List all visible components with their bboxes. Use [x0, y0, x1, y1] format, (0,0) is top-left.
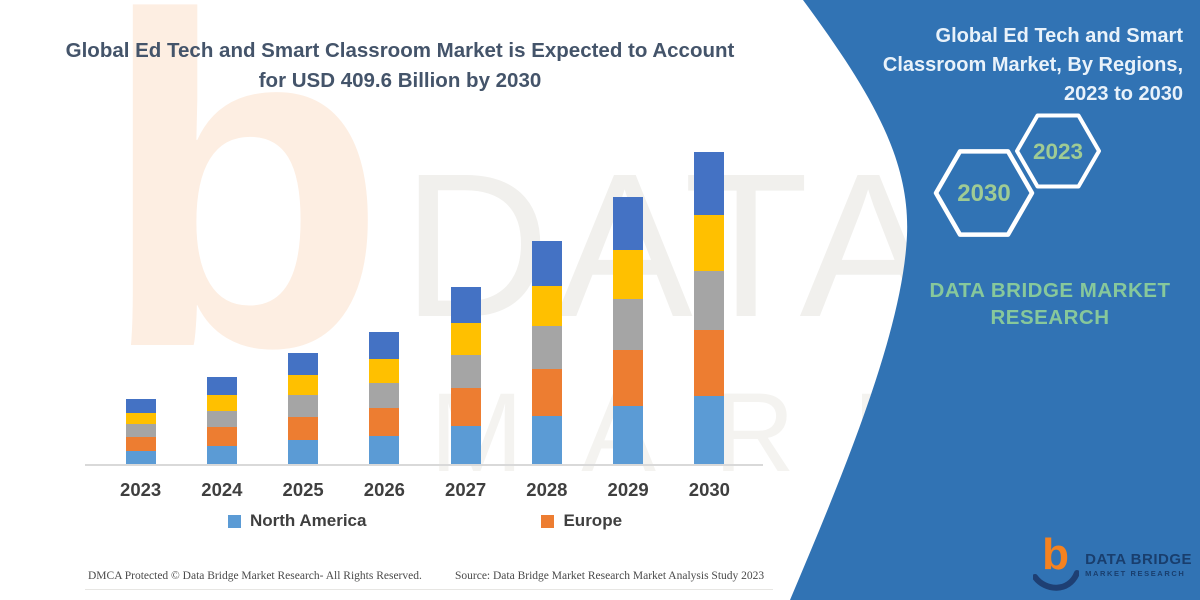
bar-segment-2026-unlabeled-region-yellow	[369, 358, 400, 383]
bar-segment-2024-north-america	[206, 445, 237, 465]
stacked-bar-2024	[206, 377, 237, 465]
bar-segment-2024-unlabeled-region-darkblue	[206, 377, 237, 395]
x-axis-line	[85, 464, 763, 466]
bar-segment-2025-north-america	[288, 440, 319, 465]
page-title: Global Ed Tech and Smart Classroom Marke…	[60, 36, 740, 96]
legend-item-europe: Europe	[541, 511, 622, 531]
bar-segment-2030-europe	[694, 330, 725, 397]
stacked-bar-2028	[531, 241, 562, 465]
stacked-bar-2026	[369, 332, 400, 465]
bar-column-2030	[669, 125, 750, 465]
x-axis-label-2029: 2029	[607, 479, 649, 500]
bar-segment-2029-unlabeled-region-gray	[613, 298, 644, 350]
bar-column-2027	[425, 125, 506, 465]
stacked-bar-2029	[613, 196, 644, 465]
bar-segment-2030-unlabeled-region-yellow	[694, 214, 725, 271]
bar-segment-2028-unlabeled-region-gray	[531, 326, 562, 369]
bar-segment-2028-north-america	[531, 415, 562, 465]
bar-column-2026	[344, 125, 425, 465]
bar-segment-2024-unlabeled-region-yellow	[206, 394, 237, 411]
bar-segment-2024-europe	[206, 427, 237, 446]
bar-column-2029	[588, 125, 669, 465]
bar-column-2024	[181, 125, 262, 465]
x-axis-label-2028: 2028	[526, 479, 568, 500]
bar-segment-2023-north-america	[125, 450, 156, 465]
bar-segment-2029-unlabeled-region-darkblue	[613, 196, 644, 251]
bar-segment-2026-unlabeled-region-darkblue	[369, 332, 400, 359]
bar-segment-2024-unlabeled-region-gray	[206, 410, 237, 428]
bar-segment-2026-north-america	[369, 435, 400, 465]
page-title-line2: for USD 409.6 Billion by 2030	[258, 69, 542, 92]
bar-segment-2027-europe	[450, 388, 481, 426]
x-axis-labels: 2023 2024 2025 2026 2027 2028 2029 2030	[100, 479, 750, 501]
x-axis-label-2023: 2023	[120, 479, 162, 500]
legend-label: Europe	[563, 511, 623, 530]
footer-divider	[85, 589, 773, 590]
stacked-bar-2030	[694, 152, 725, 465]
stacked-bar-chart	[100, 125, 750, 465]
bar-segment-2023-europe	[125, 436, 156, 451]
bar-segment-2028-europe	[531, 368, 562, 416]
bar-column-2023	[100, 125, 181, 465]
stacked-bar-2027	[450, 286, 481, 465]
panel-heading-line2: Classroom Market, By Regions,	[882, 54, 1183, 76]
bar-segment-2023-unlabeled-region-yellow	[125, 412, 156, 425]
bar-column-2028	[506, 125, 587, 465]
bar-segment-2027-unlabeled-region-gray	[450, 354, 481, 389]
page-title-line1: Global Ed Tech and Smart Classroom Marke…	[65, 39, 735, 62]
bar-segment-2027-unlabeled-region-yellow	[450, 322, 481, 355]
footer-dmca-text: DMCA Protected © Data Bridge Market Rese…	[88, 570, 422, 582]
bar-segment-2030-north-america	[694, 396, 725, 465]
panel-heading: Global Ed Tech and Smart Classroom Marke…	[813, 22, 1183, 109]
bar-segment-2025-unlabeled-region-yellow	[288, 375, 319, 396]
x-axis-label-2025: 2025	[282, 479, 324, 500]
x-axis-label-2030: 2030	[688, 479, 730, 500]
company-logo-text: DATA BRIDGE MARKET RESEARCH	[1085, 550, 1192, 579]
bar-column-2025	[263, 125, 344, 465]
bar-segment-2025-unlabeled-region-darkblue	[288, 352, 319, 376]
x-axis-label-2027: 2027	[445, 479, 487, 500]
legend-swatch-icon	[227, 514, 241, 528]
legend-item-north-america: North America	[227, 511, 367, 531]
bar-segment-2023-unlabeled-region-gray	[125, 424, 156, 437]
panel-heading-line1: Global Ed Tech and Smart	[935, 25, 1183, 47]
panel-heading-line3: 2023 to 2030	[1064, 83, 1183, 105]
bar-segment-2023-unlabeled-region-darkblue	[125, 399, 156, 413]
bar-segment-2026-europe	[369, 407, 400, 436]
bar-segment-2027-unlabeled-region-darkblue	[450, 286, 481, 323]
bar-segment-2028-unlabeled-region-darkblue	[531, 241, 562, 286]
bar-segment-2027-north-america	[450, 425, 481, 465]
company-logo: b DATA BRIDGE MARKET RESEARCH	[1032, 530, 1192, 591]
logo-subtitle: MARKET RESEARCH	[1085, 569, 1186, 579]
x-axis-label-2024: 2024	[201, 479, 243, 500]
legend-label: North America	[249, 511, 367, 530]
bar-segment-2029-unlabeled-region-yellow	[613, 250, 644, 299]
bar-segment-2025-unlabeled-region-gray	[288, 395, 319, 417]
stacked-bar-2025	[288, 352, 319, 465]
chart-legend: North America Europe	[85, 511, 765, 531]
brand-wordmark-line2: RESEARCH	[990, 306, 1110, 329]
footer-source-text: Source: Data Bridge Market Research Mark…	[455, 570, 765, 582]
stacked-bar-2023	[125, 399, 156, 465]
logo-b-glyph: b	[1042, 530, 1069, 579]
bar-segment-2025-europe	[288, 416, 319, 441]
x-axis-label-2026: 2026	[363, 479, 405, 500]
bar-segment-2028-unlabeled-region-yellow	[531, 285, 562, 327]
brand-wordmark-line1: DATA BRIDGE MARKET	[929, 279, 1171, 302]
bar-segment-2029-europe	[613, 349, 644, 406]
bar-segment-2029-north-america	[613, 406, 644, 465]
bar-segment-2026-unlabeled-region-gray	[369, 382, 400, 408]
brand-wordmark: DATA BRIDGE MARKET RESEARCH	[920, 277, 1180, 331]
company-logo-icon: b	[1032, 530, 1081, 591]
logo-name: DATA BRIDGE	[1085, 550, 1192, 568]
bar-segment-2030-unlabeled-region-gray	[694, 270, 725, 331]
bar-segment-2030-unlabeled-region-darkblue	[694, 152, 725, 215]
legend-swatch-icon	[541, 514, 555, 528]
